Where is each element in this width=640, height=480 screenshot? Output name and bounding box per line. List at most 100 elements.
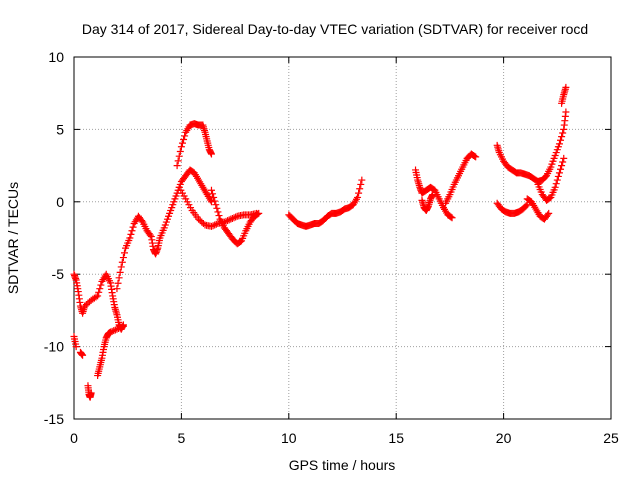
data-point bbox=[227, 215, 235, 223]
data-point bbox=[177, 143, 185, 151]
data-point bbox=[224, 217, 232, 225]
y-tick-label: -5 bbox=[52, 266, 65, 282]
y-tick-label: -10 bbox=[44, 339, 64, 355]
data-point bbox=[559, 158, 567, 166]
y-tick-label: 0 bbox=[56, 194, 64, 210]
data-point bbox=[210, 193, 218, 201]
x-tick-label: 5 bbox=[178, 430, 186, 446]
data-point bbox=[354, 193, 362, 201]
data-point bbox=[113, 325, 121, 333]
data-point bbox=[551, 183, 559, 191]
data-point bbox=[207, 222, 215, 230]
data-point bbox=[146, 231, 154, 239]
data-series bbox=[493, 108, 570, 186]
data-series bbox=[493, 199, 531, 217]
plot-frame bbox=[73, 56, 612, 420]
data-point bbox=[173, 162, 181, 170]
data-point bbox=[128, 227, 136, 235]
data-point bbox=[552, 180, 560, 188]
data-point bbox=[116, 324, 124, 332]
data-point bbox=[108, 327, 116, 335]
data-series bbox=[70, 332, 80, 351]
data-point bbox=[138, 217, 146, 225]
data-point bbox=[96, 285, 104, 293]
data-point bbox=[207, 198, 215, 206]
data-point bbox=[555, 140, 563, 148]
data-point bbox=[357, 180, 365, 188]
x-tick-label: 0 bbox=[70, 430, 78, 446]
data-point bbox=[560, 154, 568, 162]
data-point bbox=[95, 288, 103, 296]
grid-lines bbox=[74, 57, 611, 419]
data-point bbox=[429, 191, 437, 199]
y-tick-label: -15 bbox=[44, 411, 64, 427]
data-point bbox=[553, 176, 561, 184]
axis-ticks bbox=[73, 56, 612, 420]
tick-labels: 0 5 10 15 20 25 -15 -10 -5 0 5 10 bbox=[44, 49, 619, 446]
data-series bbox=[76, 348, 87, 359]
data-point bbox=[174, 157, 182, 165]
data-point bbox=[228, 214, 236, 222]
data-point bbox=[253, 209, 261, 217]
data-point bbox=[212, 201, 220, 209]
data-point bbox=[472, 153, 480, 161]
data-point bbox=[220, 218, 228, 226]
data-point bbox=[232, 213, 240, 221]
data-point bbox=[557, 165, 565, 173]
data-point bbox=[207, 150, 215, 158]
y-tick-label: 10 bbox=[48, 49, 64, 65]
data-point bbox=[181, 132, 189, 140]
data-point bbox=[209, 222, 217, 230]
data-point bbox=[118, 258, 126, 266]
y-tick-label: 5 bbox=[56, 121, 64, 137]
data-series bbox=[81, 270, 127, 333]
data-point bbox=[558, 133, 566, 141]
data-point bbox=[113, 285, 121, 293]
data-point bbox=[119, 322, 127, 330]
data-point bbox=[212, 220, 220, 228]
x-tick-label: 25 bbox=[603, 430, 619, 446]
data-point bbox=[178, 139, 186, 147]
data-point bbox=[358, 176, 366, 184]
data-point bbox=[207, 186, 215, 194]
data-point bbox=[127, 230, 135, 238]
data-point bbox=[114, 279, 122, 287]
data-point bbox=[180, 136, 188, 144]
y-axis-label: SDTVAR / TECUs bbox=[5, 182, 21, 294]
data-point bbox=[447, 213, 455, 221]
data-point bbox=[94, 292, 102, 300]
x-tick-label: 15 bbox=[388, 430, 404, 446]
data-point bbox=[92, 293, 100, 301]
data-point bbox=[355, 189, 363, 197]
data-series bbox=[523, 195, 553, 223]
data-point bbox=[116, 268, 124, 276]
data-point bbox=[214, 208, 222, 216]
x-tick-label: 10 bbox=[281, 430, 297, 446]
data-point bbox=[120, 249, 128, 257]
data-point bbox=[230, 214, 238, 222]
data-point bbox=[119, 254, 127, 262]
data-point bbox=[115, 325, 123, 332]
data-point bbox=[555, 169, 563, 177]
data-point bbox=[559, 129, 567, 137]
data-point bbox=[562, 83, 570, 91]
data-point bbox=[557, 136, 565, 144]
data-points bbox=[70, 83, 570, 401]
data-point bbox=[215, 212, 223, 220]
data-point bbox=[72, 343, 80, 351]
data-point bbox=[448, 214, 456, 222]
data-point bbox=[522, 202, 530, 210]
data-series bbox=[412, 166, 456, 222]
data-series bbox=[418, 191, 437, 214]
data-series bbox=[113, 166, 215, 293]
data-series bbox=[84, 382, 95, 401]
data-point bbox=[175, 152, 183, 160]
data-point bbox=[117, 263, 125, 271]
data-point bbox=[129, 223, 137, 231]
data-series bbox=[285, 176, 366, 230]
data-point bbox=[79, 351, 87, 359]
data-point bbox=[558, 162, 566, 170]
data-point bbox=[110, 327, 118, 335]
data-point bbox=[118, 323, 126, 331]
data-point bbox=[97, 281, 105, 289]
